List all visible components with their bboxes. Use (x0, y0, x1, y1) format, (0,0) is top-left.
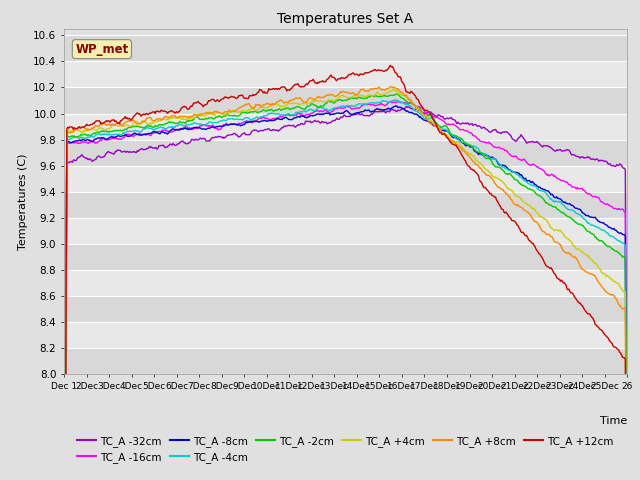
Bar (64, 140, 627, 166)
Bar (64, 36, 627, 61)
Bar (64, 270, 627, 296)
Text: WP_met: WP_met (76, 43, 129, 56)
Bar (64, 166, 627, 192)
Legend: TC_A -32cm, TC_A -16cm, TC_A -8cm, TC_A -4cm, TC_A -2cm, TC_A +4cm, TC_A +8cm, T: TC_A -32cm, TC_A -16cm, TC_A -8cm, TC_A … (74, 432, 618, 467)
Bar (64, 348, 627, 374)
Y-axis label: Temperatures (C): Temperatures (C) (18, 153, 28, 250)
Title: Temperatures Set A: Temperatures Set A (278, 12, 413, 26)
Bar (64, 218, 627, 244)
Bar (64, 114, 627, 140)
Bar (64, 322, 627, 348)
Bar (64, 244, 627, 270)
Bar (64, 61, 627, 87)
Bar (64, 192, 627, 218)
Bar (64, 296, 627, 322)
Text: Time: Time (600, 416, 627, 426)
Bar (64, 87, 627, 114)
